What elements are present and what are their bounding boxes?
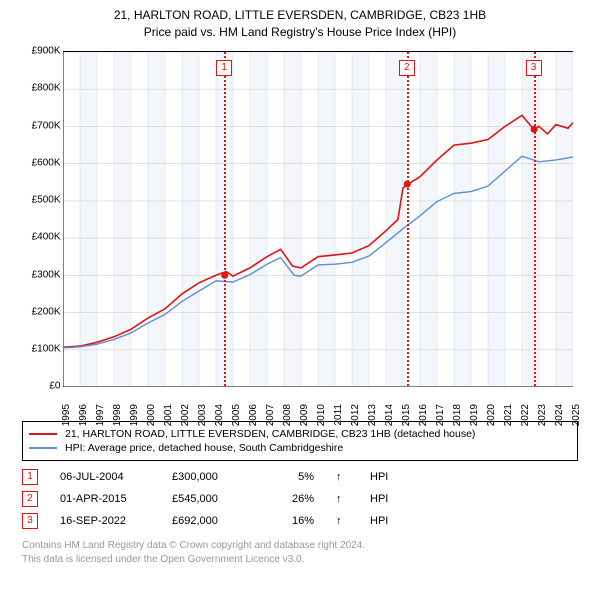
y-axis-label: £100K [23, 343, 61, 354]
y-axis-label: £900K [23, 46, 61, 57]
x-axis-label: 2018 [452, 404, 463, 426]
event-pct: 5% [274, 471, 314, 483]
event-number: 1 [22, 469, 38, 485]
footer-line-2: This data is licensed under the Open Gov… [22, 553, 578, 567]
x-axis-label: 2023 [537, 404, 548, 426]
x-axis-label: 2001 [163, 404, 174, 426]
event-marker-box: 1 [216, 60, 232, 76]
x-axis-label: 2025 [571, 404, 582, 426]
x-axis-label: 2017 [435, 404, 446, 426]
y-axis-label: £700K [23, 120, 61, 131]
x-axis-label: 2019 [469, 404, 480, 426]
x-axis-label: 2016 [418, 404, 429, 426]
arrow-up-icon: ↑ [336, 493, 348, 505]
event-suffix: HPI [370, 515, 388, 527]
events-table: 1 06-JUL-2004 £300,000 5% ↑ HPI 2 01-APR-2015 £5… [22, 469, 578, 529]
x-axis-label: 2013 [367, 404, 378, 426]
event-suffix: HPI [370, 471, 388, 483]
x-axis-label: 1998 [112, 404, 123, 426]
event-number: 3 [22, 513, 38, 529]
event-date: 01-APR-2015 [60, 493, 150, 505]
event-number: 2 [22, 491, 38, 507]
legend-row: 21, HARLTON ROAD, LITTLE EVERSDEN, CAMBR… [29, 428, 571, 440]
x-axis-label: 2010 [316, 404, 327, 426]
x-axis-label: 2015 [401, 404, 412, 426]
event-row: 3 16-SEP-2022 £692,000 16% ↑ HPI [22, 513, 578, 529]
legend-swatch [29, 433, 57, 435]
event-row: 1 06-JUL-2004 £300,000 5% ↑ HPI [22, 469, 578, 485]
event-marker-line [407, 52, 409, 386]
y-axis-label: £600K [23, 157, 61, 168]
event-row: 2 01-APR-2015 £545,000 26% ↑ HPI [22, 491, 578, 507]
title-line-1: 21, HARLTON ROAD, LITTLE EVERSDEN, CAMBR… [10, 8, 590, 24]
x-axis-label: 1999 [129, 404, 140, 426]
arrow-up-icon: ↑ [336, 515, 348, 527]
event-marker-box: 2 [399, 60, 415, 76]
event-marker-line [224, 52, 226, 386]
y-axis-label: £400K [23, 232, 61, 243]
footer-line-1: Contains HM Land Registry data © Crown c… [22, 539, 578, 553]
x-axis-label: 2002 [180, 404, 191, 426]
x-axis-label: 2009 [299, 404, 310, 426]
footer-attribution: Contains HM Land Registry data © Crown c… [22, 539, 578, 566]
x-axis-label: 2005 [231, 404, 242, 426]
event-pct: 16% [274, 515, 314, 527]
event-date: 06-JUL-2004 [60, 471, 150, 483]
price-chart: 1 2 3 £0 £100K £200K £300K £400K £500K £600K £700… [23, 46, 578, 411]
legend-swatch [29, 447, 57, 449]
event-price: £300,000 [172, 471, 252, 483]
y-axis-label: £500K [23, 195, 61, 206]
x-axis-label: 2024 [554, 404, 565, 426]
event-marker-box: 3 [526, 60, 542, 76]
x-axis-label: 2011 [333, 404, 344, 426]
event-price: £692,000 [172, 515, 252, 527]
event-pct: 26% [274, 493, 314, 505]
x-axis-label: 2007 [265, 404, 276, 426]
x-axis-label: 2000 [146, 404, 157, 426]
event-date: 16-SEP-2022 [60, 515, 150, 527]
x-axis-label: 2022 [520, 404, 531, 426]
x-axis-label: 2006 [248, 404, 259, 426]
event-price: £545,000 [172, 493, 252, 505]
x-axis-label: 2020 [486, 404, 497, 426]
x-axis-label: 2014 [384, 404, 395, 426]
arrow-up-icon: ↑ [336, 471, 348, 483]
x-axis-label: 2004 [214, 404, 225, 426]
x-axis-label: 1995 [61, 404, 72, 426]
event-suffix: HPI [370, 493, 388, 505]
x-axis-label: 2003 [197, 404, 208, 426]
y-axis-label: £300K [23, 269, 61, 280]
y-axis-label: £200K [23, 306, 61, 317]
legend-label: HPI: Average price, detached house, Sout… [65, 442, 343, 454]
event-marker-line [534, 52, 536, 386]
legend-label: 21, HARLTON ROAD, LITTLE EVERSDEN, CAMBR… [65, 428, 475, 440]
legend-row: HPI: Average price, detached house, Sout… [29, 442, 571, 454]
x-axis-label: 2008 [282, 404, 293, 426]
x-axis-label: 2021 [503, 404, 514, 426]
x-axis-label: 1997 [95, 404, 106, 426]
legend: 21, HARLTON ROAD, LITTLE EVERSDEN, CAMBR… [22, 421, 578, 461]
x-axis-label: 1996 [78, 404, 89, 426]
y-axis-label: £800K [23, 83, 61, 94]
title-line-2: Price paid vs. HM Land Registry's House … [10, 25, 590, 41]
x-axis-label: 2012 [350, 404, 361, 426]
y-axis-label: £0 [23, 381, 61, 392]
